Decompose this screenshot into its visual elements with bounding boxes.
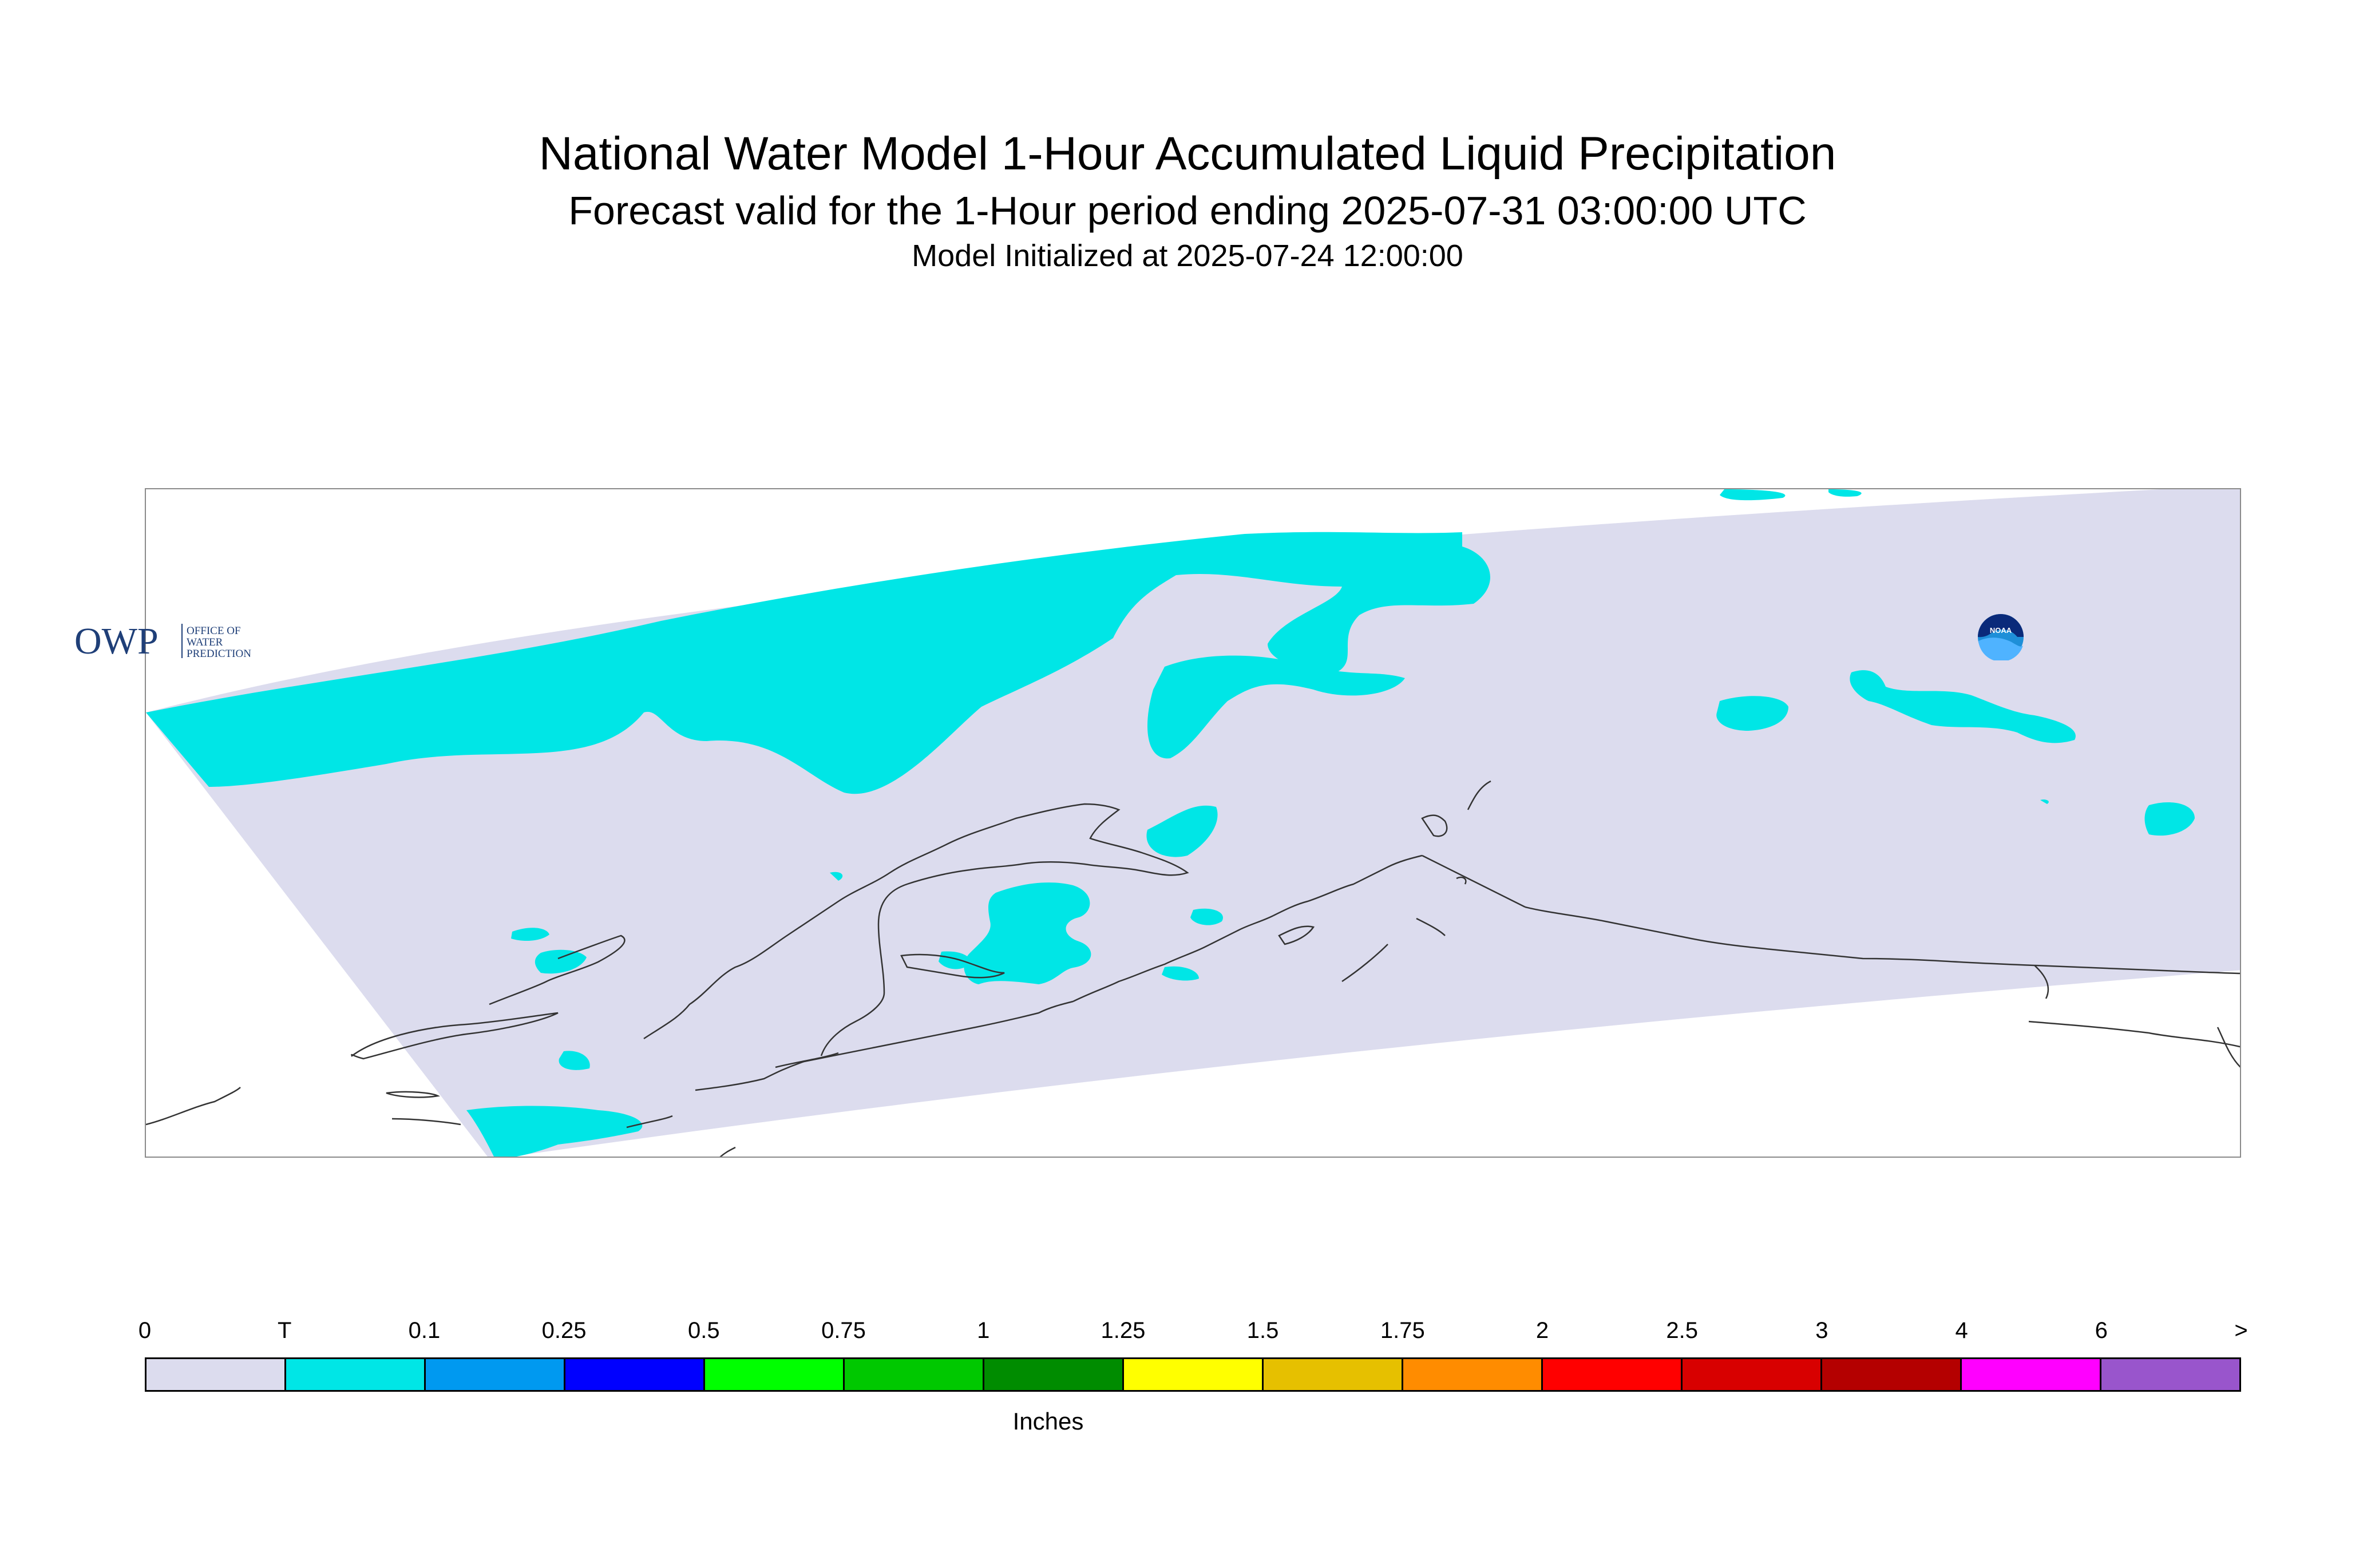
legend-color-swatch (984, 1359, 1124, 1390)
svg-text:NOAA: NOAA (1990, 626, 2012, 635)
legend-color-swatch (705, 1359, 845, 1390)
legend-units-label: Inches (1012, 1408, 1084, 1435)
legend-tick-label: 4 (1955, 1318, 1968, 1343)
legend-tick-label: 0.75 (821, 1318, 866, 1343)
owp-logo: OWP OFFICE OF WATER PREDICTION (74, 618, 263, 664)
legend-color-swatch (1264, 1359, 1403, 1390)
legend-tick-label: 2 (1535, 1318, 1549, 1343)
legend-color-swatch (1822, 1359, 1962, 1390)
svg-text:PREDICTION: PREDICTION (187, 648, 251, 660)
legend-tick-label: 0.1 (408, 1318, 441, 1343)
legend-tick-label: 3 (1815, 1318, 1828, 1343)
color-legend: 0 T 0.1 0.25 0.5 0.75 1 1.25 1.5 1.75 2 2.5 3 4 6 > (138, 1318, 2248, 1415)
legend-color-swatch (147, 1359, 286, 1390)
legend-color-swatch (845, 1359, 984, 1390)
map-canvas (146, 489, 2240, 1157)
noaa-logo: NOAA (1977, 613, 2024, 662)
model-init-label: Model Initialized at 2025-07-24 12:00:00 (912, 239, 1463, 273)
legend-tick-label: 0 (138, 1318, 152, 1343)
legend-tick-label: 1 (977, 1318, 990, 1343)
legend-tick-label: 1.75 (1380, 1318, 1425, 1343)
map-title: National Water Model 1-Hour Accumulated … (539, 128, 1836, 180)
legend-color-swatch (426, 1359, 565, 1390)
precip-areas (146, 489, 2195, 1157)
legend-color-swatch (286, 1359, 426, 1390)
legend-color-bar (145, 1357, 2241, 1392)
svg-text:OWP: OWP (74, 620, 159, 662)
svg-text:OFFICE OF: OFFICE OF (187, 625, 241, 637)
owp-logo-graphic: OWP OFFICE OF WATER PREDICTION (74, 620, 251, 662)
legend-color-swatch (2101, 1359, 2239, 1390)
legend-color-swatch (1543, 1359, 1683, 1390)
legend-color-swatch (565, 1359, 705, 1390)
legend-tick-label: 0.5 (687, 1318, 720, 1343)
precipitation-map (145, 488, 2241, 1158)
legend-color-swatch (1962, 1359, 2101, 1390)
legend-tick-label: 2.5 (1666, 1318, 1698, 1343)
svg-text:WATER: WATER (187, 636, 223, 648)
legend-color-swatch (1683, 1359, 1822, 1390)
coastlines (146, 780, 2240, 1157)
legend-tick-label: T (277, 1318, 292, 1343)
noaa-logo-graphic: NOAA (1978, 614, 2024, 662)
legend-tick-label: 6 (2095, 1318, 2108, 1343)
legend-color-swatch (1124, 1359, 1264, 1390)
legend-tick-label: > (2234, 1318, 2248, 1343)
legend-tick-label: 1.25 (1101, 1318, 1146, 1343)
legend-color-swatch (1403, 1359, 1543, 1390)
map-subtitle: Forecast valid for the 1-Hour period end… (568, 188, 1807, 233)
legend-tick-label: 1.5 (1246, 1318, 1279, 1343)
legend-tick-label: 0.25 (541, 1318, 587, 1343)
